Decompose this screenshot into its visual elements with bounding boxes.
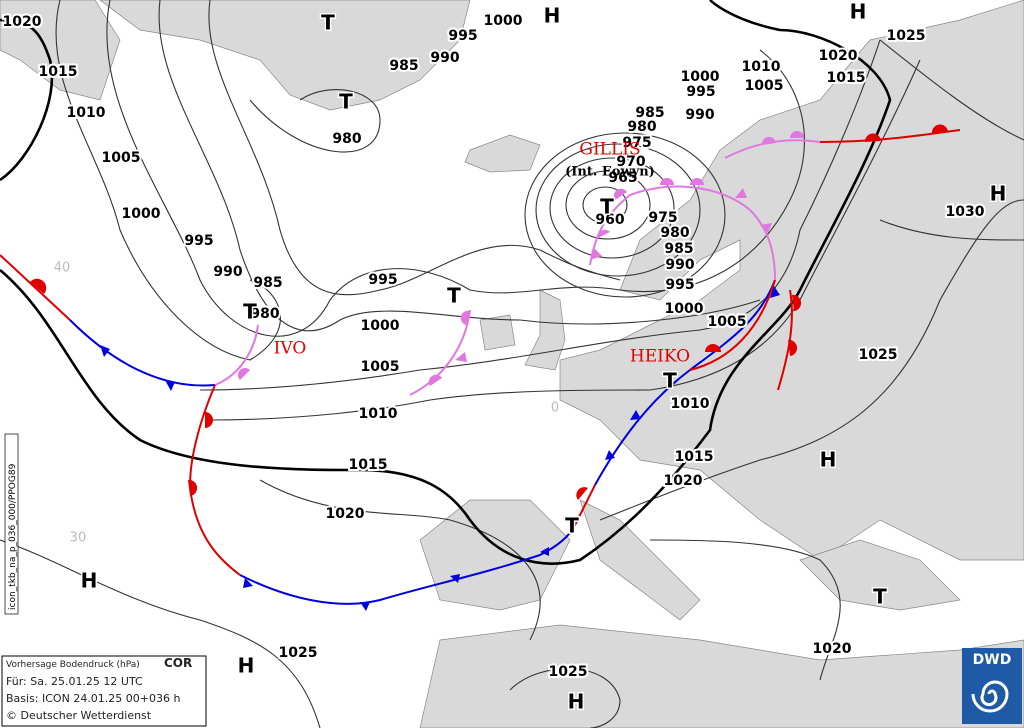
isobar-label: 985 bbox=[635, 105, 664, 121]
isobar-label: 990 bbox=[685, 107, 714, 123]
info-valid: Für: Sa. 25.01.25 12 UTC bbox=[6, 675, 143, 688]
fronts bbox=[0, 124, 961, 611]
pressure-center: H bbox=[850, 0, 867, 24]
isobar-label: 1025 bbox=[859, 347, 898, 363]
isobar-label: 1020 bbox=[326, 506, 365, 522]
isobar-label: 990 bbox=[665, 257, 694, 273]
isobar-label: 1020 bbox=[813, 641, 852, 657]
isobar-label: 1000 bbox=[681, 69, 720, 85]
storm-name: GILLIS bbox=[579, 140, 640, 160]
pressure-center: H bbox=[820, 448, 837, 472]
isobar-label: 980 bbox=[332, 131, 361, 147]
isobar-label: 1005 bbox=[102, 150, 141, 166]
pressure-center: T bbox=[873, 585, 887, 609]
pressure-center: T bbox=[243, 300, 257, 324]
isobar-label: 985 bbox=[389, 58, 418, 74]
isobar-label: 1015 bbox=[349, 457, 388, 473]
isobar-label: 980 bbox=[660, 225, 689, 241]
storm-name: (Int. Eowyn) bbox=[565, 165, 655, 180]
grid-label: 40 bbox=[54, 261, 71, 276]
isobar-label: 1030 bbox=[946, 204, 985, 220]
isobar-label: 1020 bbox=[664, 473, 703, 489]
isobar-label: 1020 bbox=[3, 14, 42, 30]
side-label-wrap: icon_tkb_na_p_036_000/PPOG89 bbox=[4, 433, 19, 615]
isobar-label: 1015 bbox=[827, 70, 866, 86]
storm-name: IVO bbox=[274, 339, 307, 359]
isobar-label: 1010 bbox=[742, 59, 781, 75]
isobar-label: 965 bbox=[608, 170, 637, 186]
isobar-label: 1010 bbox=[671, 396, 710, 412]
isobar-label: 985 bbox=[664, 241, 693, 257]
isobar-label: 1020 bbox=[819, 48, 858, 64]
pressure-center: H bbox=[568, 690, 585, 714]
info-title: Vorhersage Bodendruck (hPa) bbox=[6, 660, 140, 670]
isobar-label: 1005 bbox=[361, 359, 400, 375]
side-label-frame bbox=[4, 433, 19, 615]
side-label: icon_tkb_na_p_036_000/PPOG89 bbox=[8, 463, 18, 610]
isobar-label: 995 bbox=[686, 84, 715, 100]
info-box-frame bbox=[1, 655, 207, 727]
isobar-label: 1000 bbox=[361, 318, 400, 334]
pressure-center: T bbox=[321, 11, 335, 35]
isobar-label: 995 bbox=[665, 277, 694, 293]
isobar-label: 985 bbox=[253, 275, 282, 291]
pressure-center: T bbox=[447, 284, 461, 308]
pressure-center: T bbox=[339, 90, 353, 114]
labels: 1020101510101005100099599098598099510001… bbox=[1, 0, 1008, 715]
isobar-label: 995 bbox=[448, 28, 477, 44]
pressure-center: H bbox=[81, 569, 98, 593]
isobar-label: 1015 bbox=[39, 64, 78, 80]
isobar-label: 1000 bbox=[122, 206, 161, 222]
isobar-label: 995 bbox=[184, 233, 213, 249]
grid-label: 0 bbox=[551, 401, 559, 416]
isobar-label: 1025 bbox=[279, 645, 318, 661]
isobar-label: 1005 bbox=[745, 78, 784, 94]
pressure-center: H bbox=[544, 4, 561, 28]
isobar-label: 1010 bbox=[67, 105, 106, 121]
bold-isobars bbox=[0, 0, 892, 565]
isobar-label: 1000 bbox=[484, 13, 523, 29]
isobar-label: 1025 bbox=[549, 664, 588, 680]
logo-swirl bbox=[971, 680, 1009, 713]
info-basis: Basis: ICON 24.01.25 00+036 h bbox=[6, 692, 181, 705]
isobar-label: 1005 bbox=[708, 314, 747, 330]
logo: DWD bbox=[962, 648, 1022, 724]
isobar-label: 1010 bbox=[359, 406, 398, 422]
pressure-center: T bbox=[663, 369, 677, 393]
pressure-center: H bbox=[990, 182, 1007, 206]
isobar-label: 1015 bbox=[675, 449, 714, 465]
isobar-label: 975 bbox=[622, 135, 651, 151]
isobar-label: 975 bbox=[648, 210, 677, 226]
info-copyright: © Deutscher Wetterdienst bbox=[6, 709, 152, 722]
grid-label: 30 bbox=[70, 531, 87, 546]
info-box: Vorhersage Bodendruck (hPa) COR Für: Sa.… bbox=[1, 655, 207, 727]
isobar-label: 960 bbox=[595, 212, 624, 228]
isobar-label: 970 bbox=[616, 154, 645, 170]
storm-name: HEIKO bbox=[630, 347, 690, 367]
isobar-label: 980 bbox=[250, 306, 279, 322]
isobar-label: 1000 bbox=[665, 301, 704, 317]
isobar-label: 990 bbox=[430, 50, 459, 66]
logo-text: DWD bbox=[973, 652, 1012, 668]
isobar-label: 1025 bbox=[887, 28, 926, 44]
pressure-center: H bbox=[238, 654, 255, 678]
isobar-label: 990 bbox=[213, 264, 242, 280]
info-status: COR bbox=[164, 656, 192, 670]
pressure-center: T bbox=[565, 514, 579, 538]
isobar-label: 980 bbox=[627, 119, 656, 135]
pressure-center: T bbox=[600, 195, 614, 219]
isobar-label: 995 bbox=[368, 272, 397, 288]
